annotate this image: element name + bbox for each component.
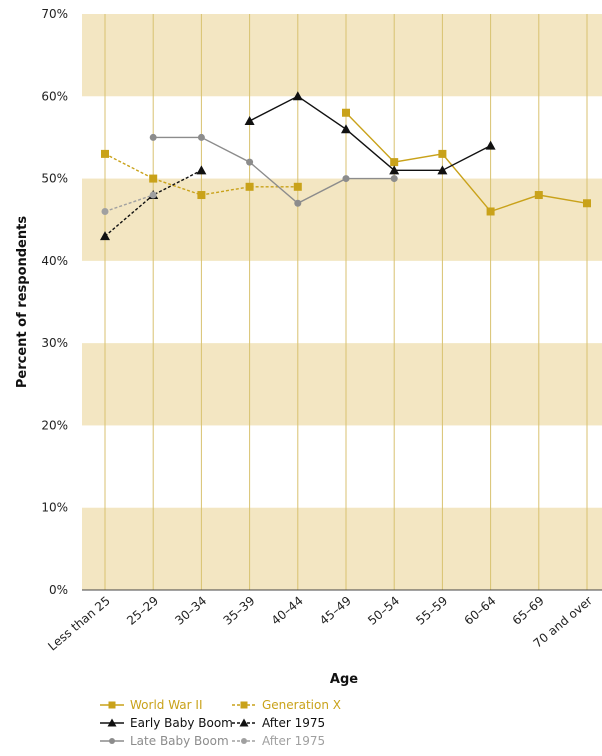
- y-tick-label: 10%: [41, 501, 68, 515]
- legend-item: Late Baby Boom: [100, 734, 229, 748]
- data-point: [390, 158, 399, 167]
- legend-label: Generation X: [262, 698, 341, 712]
- x-tick-label: 40–44: [269, 594, 306, 628]
- legend-label: After 1975: [262, 734, 325, 748]
- series-line: [249, 95, 491, 172]
- data-point: [100, 231, 110, 241]
- y-axis-ticks: 0% 10% 20% 30% 40% 50% 60% 70%: [41, 7, 68, 597]
- x-tick-label: 35–39: [221, 594, 258, 628]
- legend-item: World War II: [100, 698, 202, 712]
- data-point: [583, 199, 591, 208]
- legend-item: Early Baby Boom: [100, 716, 233, 730]
- legend-item: After 1975: [232, 734, 325, 748]
- series-after-1975: [101, 191, 157, 215]
- background-band: [82, 14, 602, 97]
- x-axis-title: Age: [330, 672, 358, 687]
- data-point: [101, 149, 109, 158]
- data-point: [240, 701, 248, 709]
- data-point: [107, 718, 117, 727]
- data-point: [485, 140, 496, 150]
- x-tick-label: 30–34: [172, 594, 209, 628]
- x-tick-label: 55–59: [413, 594, 450, 628]
- series-line: [104, 194, 154, 213]
- data-point: [390, 175, 398, 183]
- x-tick-label: 65–69: [510, 594, 547, 628]
- series-early-baby-boom: [244, 91, 496, 175]
- legend: World War II Generation X Early Baby Boom A…: [100, 698, 341, 748]
- y-tick-label: 50%: [41, 172, 68, 186]
- y-tick-label: 70%: [41, 7, 68, 21]
- data-point: [342, 108, 350, 117]
- data-point: [437, 165, 448, 175]
- data-point: [149, 174, 158, 183]
- data-point: [486, 207, 495, 216]
- x-tick-label: 50–54: [365, 594, 402, 628]
- x-tick-label: Less than 25: [45, 594, 113, 654]
- x-tick-label: 60–64: [462, 594, 499, 628]
- data-point: [149, 191, 157, 199]
- data-point: [294, 199, 302, 207]
- data-point: [292, 91, 303, 101]
- background-band: [82, 507, 602, 590]
- x-tick-label: 45–49: [317, 594, 354, 628]
- data-point: [244, 115, 255, 125]
- data-point: [534, 191, 543, 200]
- series-line: [104, 169, 202, 237]
- background-band: [82, 178, 602, 261]
- legend-item: After 1975: [232, 716, 325, 730]
- data-point: [293, 182, 302, 191]
- y-tick-label: 20%: [41, 418, 68, 432]
- legend-label: World War II: [130, 698, 202, 712]
- data-point: [108, 701, 116, 709]
- data-point: [197, 191, 206, 200]
- data-point: [438, 149, 447, 158]
- data-point: [246, 158, 254, 166]
- data-point: [197, 133, 205, 141]
- data-point: [389, 165, 400, 175]
- data-point: [245, 182, 254, 191]
- data-point: [341, 124, 351, 134]
- x-axis-ticks: Less than 25 25–29 30–34 35–39 40–44 45–49 50–…: [45, 594, 595, 654]
- series-world-war-ii: [342, 108, 591, 216]
- legend-label: Early Baby Boom: [130, 716, 233, 730]
- data-point: [239, 718, 249, 727]
- y-tick-label: 30%: [41, 336, 68, 350]
- x-tick-label: 25–29: [124, 594, 161, 628]
- series-group: [100, 91, 591, 241]
- data-point: [241, 738, 247, 744]
- series-generation-x: [101, 149, 302, 200]
- y-tick-label: 0%: [49, 583, 68, 597]
- y-tick-label: 60%: [41, 89, 68, 103]
- series-line: [345, 112, 588, 213]
- data-point: [342, 175, 350, 183]
- data-point: [196, 165, 207, 175]
- background-band: [82, 343, 602, 426]
- legend-item: Generation X: [232, 698, 341, 712]
- series-late-baby-boom: [149, 133, 398, 207]
- y-axis-title: Percent of respondents: [15, 216, 30, 388]
- series-line: [153, 136, 395, 205]
- data-point: [109, 738, 115, 744]
- legend-label: After 1975: [262, 716, 325, 730]
- data-point: [149, 133, 157, 141]
- vertical-gridlines: [104, 14, 588, 590]
- y-tick-label: 40%: [41, 254, 68, 268]
- data-point: [101, 207, 109, 215]
- background-bands: [82, 14, 602, 590]
- legend-label: Late Baby Boom: [130, 734, 229, 748]
